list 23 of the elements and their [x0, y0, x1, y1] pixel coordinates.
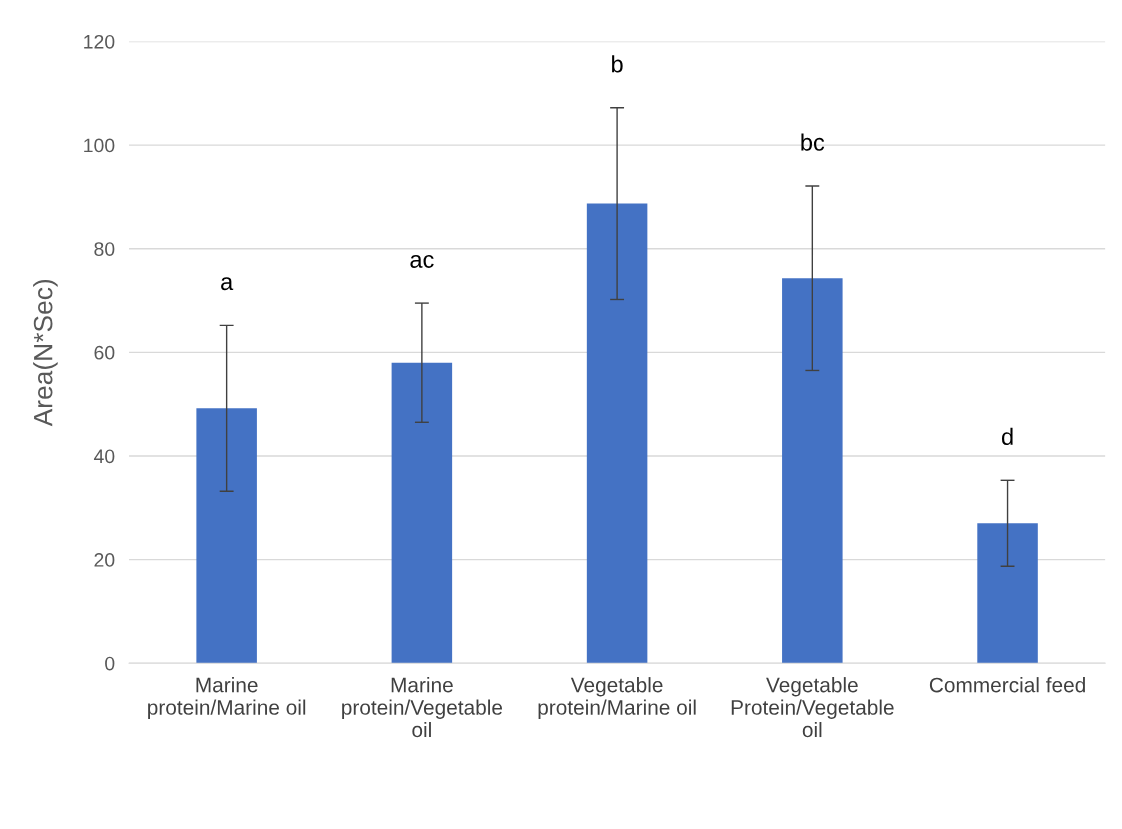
x-tick-label: Marine protein/Vegetable oil: [342, 677, 503, 738]
annotation: a: [221, 277, 234, 291]
y-tick-label: 60: [94, 345, 115, 360]
bar: [391, 362, 453, 664]
y-tick-label: 40: [93, 449, 115, 464]
annotation: bc: [801, 133, 825, 151]
x-tick-label: Vegetable Protein/Vegetable oil: [731, 677, 894, 738]
y-tick-label: 0: [105, 656, 115, 671]
y-tick-label: 80: [94, 242, 115, 256]
x-tick-label: Vegetable protein/Marine oil: [538, 677, 696, 719]
bar: [196, 408, 257, 664]
x-tick-label: Commercial feed: [929, 677, 1085, 693]
bar: [586, 203, 648, 664]
y-axis-title: Area(N*Sec): [33, 279, 58, 427]
y-tick-label: 100: [84, 138, 115, 153]
y-tick-label: 20: [94, 553, 115, 567]
bar: [782, 278, 843, 664]
bar: [977, 523, 1038, 664]
annotation: ac: [410, 254, 434, 268]
x-tick-label: Marine protein/Marine oil: [148, 677, 306, 719]
annotation: d: [1001, 427, 1013, 446]
annotation: b: [612, 55, 623, 73]
y-tick-label: 120: [84, 34, 115, 49]
